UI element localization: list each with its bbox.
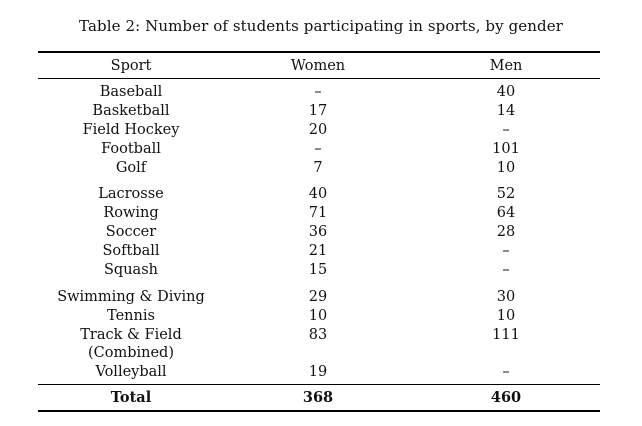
cell-sport: Basketball	[92, 103, 170, 119]
cell-men: 28	[496, 224, 516, 240]
cell-women: 71	[308, 205, 328, 221]
cell-sport: Track & Field	[80, 327, 182, 343]
cell-women: 29	[308, 289, 328, 305]
total-women: 368	[302, 389, 334, 406]
cell-men: 10	[496, 160, 516, 176]
cell-women: 10	[308, 308, 328, 324]
cell-women: –	[314, 84, 322, 100]
cell-women: 19	[308, 364, 328, 380]
bottom-rule	[38, 410, 600, 412]
cell-sport: Tennis	[107, 308, 155, 324]
cell-sport: Swimming & Diving	[57, 289, 205, 305]
cell-sport: Softball	[102, 243, 160, 259]
total-rule	[38, 384, 600, 385]
cell-women: 36	[308, 224, 328, 240]
cell-women: –	[314, 141, 322, 157]
cell-men: 10	[496, 308, 516, 324]
total-label: Total	[110, 389, 152, 406]
cell-men: –	[502, 243, 510, 259]
table-caption: Table 2: Number of students participatin…	[79, 17, 563, 35]
total-men: 460	[490, 389, 522, 406]
cell-sport: Volleyball	[95, 364, 167, 380]
cell-sport: Golf	[115, 160, 147, 176]
cell-sport: Soccer	[105, 224, 157, 240]
cell-women: 7	[313, 160, 323, 176]
cell-men: 30	[496, 289, 516, 305]
cell-men: –	[502, 262, 510, 278]
cell-sport: Field Hockey	[82, 122, 180, 138]
cell-men: –	[502, 364, 510, 380]
cell-men: 40	[496, 84, 516, 100]
top-rule	[38, 51, 600, 53]
cell-sport: Baseball	[99, 84, 163, 100]
cell-women: 15	[308, 262, 328, 278]
header-men: Men	[489, 58, 523, 74]
header-rule	[38, 78, 600, 79]
cell-women: 17	[308, 103, 328, 119]
cell-men: 14	[496, 103, 516, 119]
cell-women: 20	[308, 122, 328, 138]
header-women: Women	[290, 58, 346, 74]
cell-men: –	[502, 122, 510, 138]
cell-sport: Lacrosse	[98, 186, 164, 202]
cell-sport-line2: (Combined)	[87, 345, 174, 361]
cell-women: 40	[308, 186, 328, 202]
header-sport: Sport	[110, 58, 152, 74]
cell-women: 83	[308, 327, 328, 343]
cell-men: 64	[496, 205, 516, 221]
cell-men: 101	[492, 141, 520, 157]
cell-sport: Rowing	[103, 205, 159, 221]
cell-men: 52	[496, 186, 516, 202]
cell-women: 21	[308, 243, 328, 259]
cell-sport: Football	[101, 141, 161, 157]
cell-men: 111	[492, 327, 520, 343]
cell-sport: Squash	[104, 262, 158, 278]
